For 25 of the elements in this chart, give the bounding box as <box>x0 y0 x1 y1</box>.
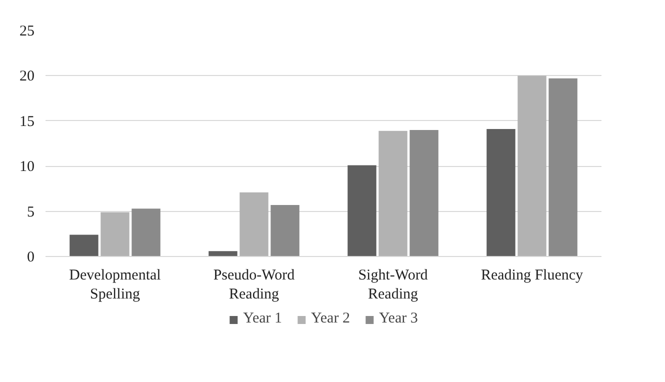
legend-label: Year 1 <box>243 310 282 328</box>
x-tick-label: Developmental Spelling <box>69 268 161 303</box>
bar <box>378 130 408 256</box>
y-tick-label: 15 <box>20 114 34 130</box>
y-tick-label: 10 <box>20 159 34 176</box>
bar <box>486 129 516 256</box>
legend-label: Year 3 <box>378 310 418 328</box>
bar <box>270 204 300 256</box>
bar <box>548 78 578 256</box>
bar <box>240 192 268 256</box>
legend-label: Year 2 <box>311 310 350 328</box>
bar <box>132 208 160 256</box>
x-tick-label: Pseudo-Word Reading <box>213 268 296 303</box>
bar <box>100 212 130 256</box>
y-tick-label: 20 <box>20 68 34 85</box>
y-tick-label: 0 <box>27 250 34 266</box>
bar <box>518 76 546 256</box>
x-tick-label: Sight-Word Reading <box>358 268 428 303</box>
bar <box>208 251 238 256</box>
y-tick-label: 25 <box>20 24 34 40</box>
bar <box>410 130 438 256</box>
x-tick-label: Reading Fluency <box>480 268 584 284</box>
bar <box>348 165 376 256</box>
bar <box>70 234 98 256</box>
y-tick-label: 5 <box>27 204 34 220</box>
